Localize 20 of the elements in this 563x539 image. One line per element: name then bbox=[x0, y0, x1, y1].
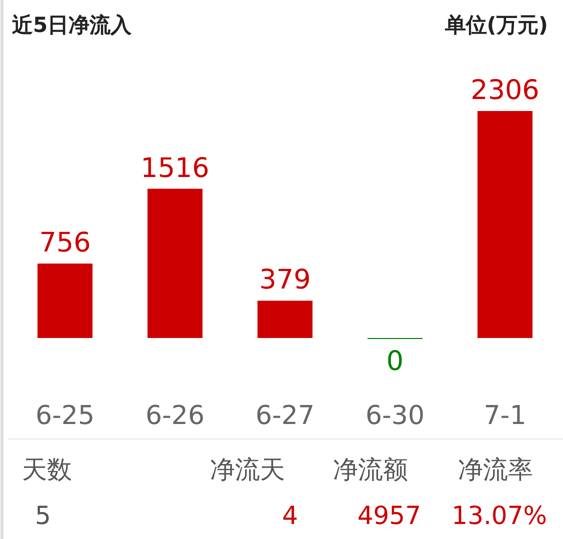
text: 净流率 bbox=[458, 455, 533, 484]
x-tick-label: 6-25 bbox=[35, 401, 95, 431]
x-tick-label: 6-30 bbox=[365, 401, 425, 431]
data-label: 0 bbox=[386, 346, 404, 377]
text: 4 bbox=[282, 501, 298, 530]
text: 13.07% bbox=[452, 501, 547, 530]
data-label: 2306 bbox=[470, 75, 540, 106]
data-label: 1516 bbox=[140, 152, 210, 184]
data-label: 379 bbox=[259, 264, 311, 296]
x-tick-label: 6-27 bbox=[255, 401, 315, 431]
text: 天数 bbox=[22, 455, 72, 484]
chart-subtitle: 单位(万元) bbox=[444, 13, 548, 37]
text: 净流天 bbox=[210, 455, 285, 484]
chart-title: 近5日净流入 bbox=[11, 13, 133, 37]
text: 4957 bbox=[357, 501, 421, 530]
x-tick-label: 7-1 bbox=[484, 401, 526, 431]
text: 5 bbox=[35, 501, 51, 530]
x-tick-label: 6-26 bbox=[145, 401, 205, 431]
text: 净流额 bbox=[333, 455, 408, 484]
data-label: 756 bbox=[39, 228, 91, 259]
